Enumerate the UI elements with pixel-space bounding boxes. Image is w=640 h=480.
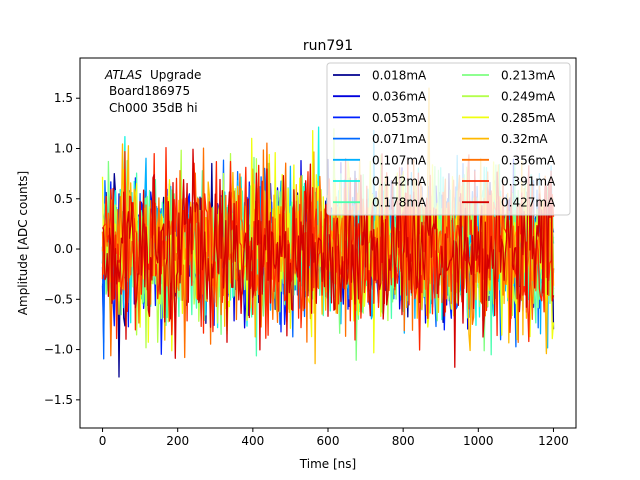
upgrade-label: Upgrade [150,68,201,82]
y-tick-label: 1.5 [54,91,73,105]
legend-label: 0.036mA [372,90,427,104]
legend-label: 0.142mA [372,175,427,189]
atlas-label: ATLAS [104,68,143,82]
x-axis-label: Time [ns] [299,457,356,471]
svg-text:ATLAS Upgrade: ATLAS Upgrade [104,68,201,82]
legend-box [326,62,571,216]
legend-entry: 0.249mA [462,90,556,104]
y-axis-label: Amplitude [ADC counts] [16,171,30,315]
y-tick-label: −1.0 [44,343,73,357]
legend-label: 0.356mA [501,153,556,167]
x-tick-label: 1200 [538,434,569,448]
y-tick-label: −1.5 [44,393,73,407]
x-tick-label: 600 [317,434,340,448]
legend-entry: 0.018mA [333,69,427,83]
y-axis: −1.5 −1.0 −0.5 0.0 0.5 1.0 1.5 [44,91,80,407]
y-tick-label: 0.0 [54,242,73,256]
x-tick-label: 800 [392,434,415,448]
legend-entry: 0.071mA [333,132,427,146]
legend-entry: 0.391mA [462,175,556,189]
legend-label: 0.391mA [501,175,556,189]
y-tick-label: 0.5 [54,192,73,206]
legend-label: 0.427mA [501,196,556,210]
x-tick-label: 200 [166,434,189,448]
legend-label: 0.285mA [501,111,556,125]
legend-entry: 0.178mA [333,196,427,210]
legend-entry: 0.427mA [462,196,556,210]
legend-label: 0.053mA [372,111,427,125]
board-label: Board186975 [109,84,190,98]
legend-entry: 0.213mA [462,69,556,83]
legend: 0.018mA 0.036mA 0.053mA 0.071mA 0.107mA 0.142… [326,62,571,216]
legend-entry: 0.285mA [462,111,556,125]
legend-entry: 0.32mA [462,132,548,146]
x-axis: 0 200 400 600 800 1000 1200 [99,428,569,448]
legend-label: 0.018mA [372,69,427,83]
legend-entry: 0.107mA [333,153,427,167]
atlas-annotation: ATLAS Upgrade Board186975 Ch000 35dB hi [104,68,201,115]
y-tick-label: 1.0 [54,141,73,155]
legend-entry: 0.142mA [333,175,427,189]
x-tick-label: 400 [241,434,264,448]
channel-label: Ch000 35dB hi [109,101,198,115]
legend-label: 0.071mA [372,132,427,146]
x-tick-label: 0 [99,434,107,448]
legend-label: 0.32mA [501,132,548,146]
chart-title: run791 [303,38,353,54]
legend-entry: 0.356mA [462,153,556,167]
y-tick-label: −0.5 [44,292,73,306]
legend-label: 0.213mA [501,69,556,83]
legend-entry: 0.053mA [333,111,427,125]
legend-label: 0.249mA [501,90,556,104]
legend-label: 0.178mA [372,196,427,210]
legend-entry: 0.036mA [333,90,427,104]
x-tick-label: 1000 [463,434,494,448]
trace-line [101,148,555,368]
legend-label: 0.107mA [372,153,427,167]
